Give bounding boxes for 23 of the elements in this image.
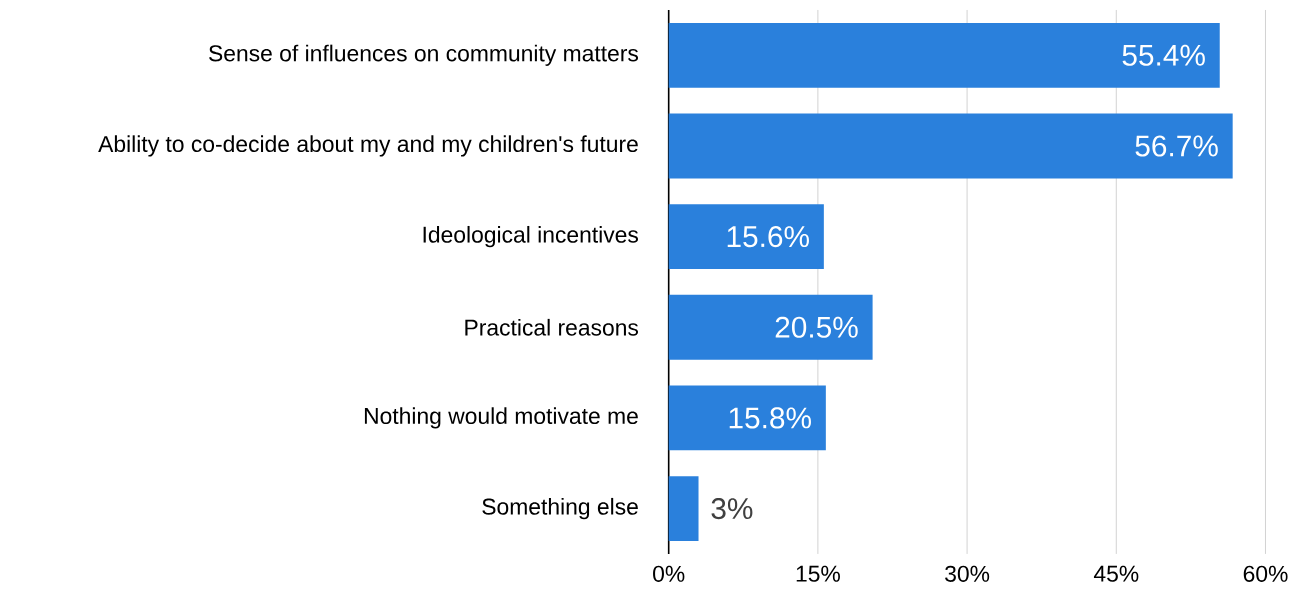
data-label: 15.8% bbox=[729, 407, 811, 429]
data-label: 55.4% bbox=[1122, 45, 1205, 67]
x-tick-label: 60% bbox=[1243, 565, 1288, 583]
data-label: 20.5% bbox=[775, 316, 858, 339]
bar bbox=[668, 204, 824, 270]
y-tick-label: Nothing would motivate me bbox=[364, 407, 638, 429]
data-label: 3% bbox=[711, 498, 753, 520]
y-tick-label: Sense of influences on community matters bbox=[209, 44, 639, 67]
y-tick-label: Something else bbox=[482, 498, 638, 520]
bar bbox=[668, 385, 826, 451]
data-label: 15.6% bbox=[727, 226, 809, 248]
data-label: 56.7% bbox=[1135, 135, 1218, 157]
x-tick-label: 0% bbox=[653, 565, 685, 583]
x-tick-label: 45% bbox=[1093, 565, 1139, 583]
x-tick-label: 15% bbox=[796, 565, 840, 583]
y-tick-label: Ideological incentives bbox=[423, 226, 638, 248]
bar bbox=[668, 476, 699, 542]
y-tick-label: Ability to co-decide about my and my children's future bbox=[98, 135, 638, 157]
y-tick-label: Practical reasons bbox=[465, 319, 639, 336]
bar bbox=[668, 295, 873, 360]
bar bbox=[668, 23, 1220, 88]
x-tick-label: 30% bbox=[945, 565, 990, 583]
bar bbox=[668, 113, 1233, 179]
